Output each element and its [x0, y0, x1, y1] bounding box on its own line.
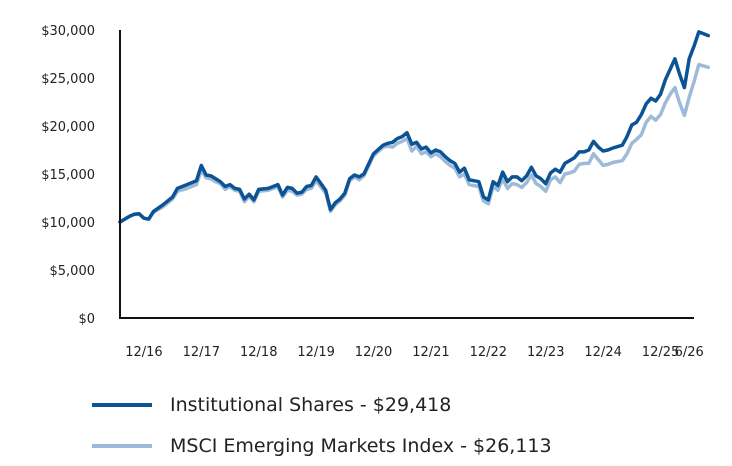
x-tick-label: 12/16 — [125, 345, 162, 360]
x-axis-ticks: 12/16 12/17 12/18 12/19 12/20 12/21 12/22 12/23… — [125, 345, 704, 360]
legend-label-institutional-shares: Institutional Shares - $29,418 — [170, 393, 452, 416]
y-tick-label: $15,000 — [41, 168, 95, 183]
x-tick-label: 12/23 — [527, 345, 564, 360]
series-line-msci-index — [118, 62, 711, 224]
legend-item-msci-index: MSCI Emerging Markets Index - $26,113 — [92, 425, 552, 466]
y-tick-label: $5,000 — [50, 264, 96, 279]
y-tick-label: $10,000 — [41, 216, 95, 231]
x-tick-label: 6/26 — [675, 345, 704, 360]
x-tick-label: 12/25 — [642, 345, 679, 360]
y-tick-label: $0 — [78, 312, 95, 327]
x-tick-label: 12/22 — [470, 345, 507, 360]
legend-swatch-institutional-shares — [92, 402, 152, 407]
x-tick-label: 12/18 — [240, 345, 277, 360]
series-line-institutional-shares — [118, 30, 711, 224]
y-tick-label: $20,000 — [41, 120, 95, 135]
legend: Institutional Shares - $29,418 MSCI Emer… — [92, 384, 552, 466]
x-tick-label: 12/24 — [584, 345, 621, 360]
legend-item-institutional-shares: Institutional Shares - $29,418 — [92, 384, 552, 425]
x-tick-label: 12/21 — [412, 345, 449, 360]
series-lines — [118, 30, 711, 224]
y-tick-label: $30,000 — [41, 24, 95, 39]
line-chart: $0 $5,000 $10,000 $15,000 $20,000 $25,000 $30,… — [41, 24, 711, 360]
legend-label-msci-index: MSCI Emerging Markets Index - $26,113 — [170, 434, 552, 457]
y-tick-label: $25,000 — [41, 72, 95, 87]
x-tick-label: 12/20 — [355, 345, 392, 360]
legend-swatch-msci-index — [92, 443, 152, 448]
x-tick-label: 12/17 — [183, 345, 220, 360]
x-tick-label: 12/19 — [297, 345, 334, 360]
y-axis-ticks: $0 $5,000 $10,000 $15,000 $20,000 $25,000 $30,… — [41, 24, 95, 327]
